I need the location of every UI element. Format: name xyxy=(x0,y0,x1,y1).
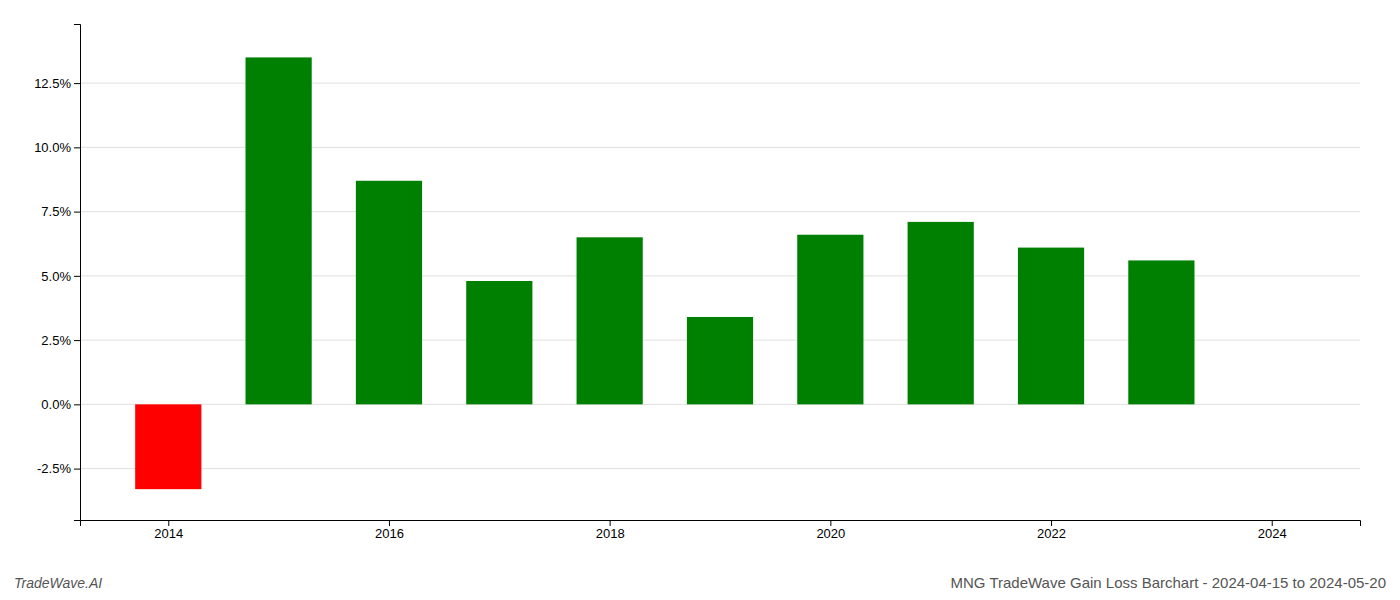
tick-mark xyxy=(389,520,390,526)
tick-label: 5.0% xyxy=(41,269,71,284)
tick-label: 0.0% xyxy=(41,397,71,412)
grid-line xyxy=(80,468,1360,469)
tick-label: 2016 xyxy=(375,526,404,541)
tick: 7.5% xyxy=(41,204,80,219)
bar xyxy=(797,235,863,405)
bar xyxy=(687,317,753,404)
tick-label: 2024 xyxy=(1258,526,1287,541)
watermark: TradeWave.AI xyxy=(14,575,102,591)
tick-label: 12.5% xyxy=(34,76,71,91)
tick-label: 2014 xyxy=(154,526,183,541)
tick-mark xyxy=(610,520,611,526)
tick: 2024 xyxy=(1258,520,1287,541)
tick-mark xyxy=(1272,520,1273,526)
chart: -2.5%0.0%2.5%5.0%7.5%10.0%12.5%201420162… xyxy=(0,0,1400,600)
tick: 2014 xyxy=(154,520,183,541)
bars xyxy=(135,57,1194,489)
bar xyxy=(135,404,201,489)
tick: -2.5% xyxy=(37,461,80,476)
bar xyxy=(908,222,974,404)
tick-mark xyxy=(74,404,80,405)
tick: 12.5% xyxy=(34,76,80,91)
tick: 2018 xyxy=(596,520,625,541)
y-axis: -2.5% 0.0% 2.5% 5.0% 7.5% 10.0% 12.5% xyxy=(34,25,80,521)
axis-line xyxy=(74,25,81,521)
bar xyxy=(1128,260,1194,404)
tick-mark xyxy=(74,469,80,470)
x-axis: 2014 2016 2018 2020 2022 2024 xyxy=(81,520,1361,541)
tick-label: 7.5% xyxy=(41,204,71,219)
tick-label: 2020 xyxy=(816,526,845,541)
tick: 10.0% xyxy=(34,140,80,155)
tick-mark xyxy=(74,340,80,341)
tick-label: 2018 xyxy=(596,526,625,541)
tick-mark xyxy=(74,212,80,213)
tick: 2016 xyxy=(375,520,404,541)
tick-mark xyxy=(74,83,80,84)
tick-mark xyxy=(74,147,80,148)
tick: 0.0% xyxy=(41,397,80,412)
tick-label: -2.5% xyxy=(37,461,71,476)
tick-mark xyxy=(830,520,831,526)
axis-line xyxy=(81,521,1361,527)
bar xyxy=(356,181,422,405)
bar xyxy=(1018,248,1084,405)
plot: -2.5%0.0%2.5%5.0%7.5%10.0%12.5%201420162… xyxy=(34,25,1360,542)
title: MNG TradeWave Gain Loss Barchart - 2024-… xyxy=(951,574,1387,591)
tick-label: 2022 xyxy=(1037,526,1066,541)
tick-label: 2.5% xyxy=(41,333,71,348)
tick-label: 10.0% xyxy=(34,140,71,155)
tick: 5.0% xyxy=(41,269,80,284)
bar xyxy=(246,57,312,404)
bar xyxy=(577,237,643,404)
bar xyxy=(466,281,532,404)
tick: 2020 xyxy=(816,520,845,541)
tick-mark xyxy=(168,520,169,526)
tick-mark xyxy=(1051,520,1052,526)
tick-mark xyxy=(74,276,80,277)
tick: 2022 xyxy=(1037,520,1066,541)
tick: 2.5% xyxy=(41,333,80,348)
